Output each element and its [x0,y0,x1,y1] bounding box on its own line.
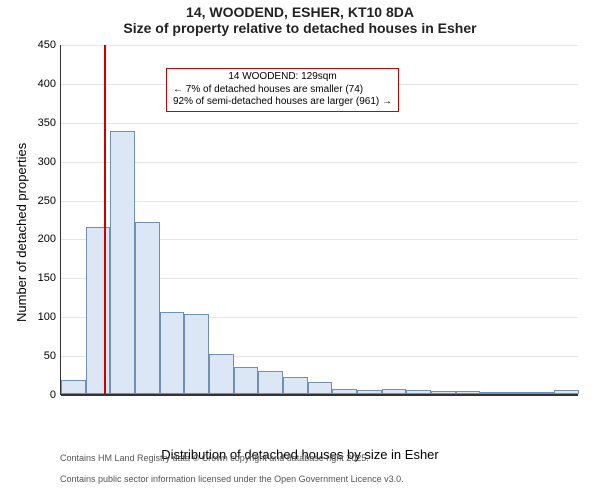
y-tick-label: 150 [38,272,61,284]
histogram-bar [258,371,283,394]
y-tick-label: 300 [38,156,61,168]
y-tick-label: 350 [38,117,61,129]
y-tick-label: 0 [50,389,61,401]
histogram-bar [431,391,456,394]
y-tick-label: 450 [38,39,61,51]
histogram-bar [480,392,505,394]
chart-root: { "chart": { "type": "histogram", "title… [0,0,600,500]
histogram-bar [61,380,86,394]
histogram-bar [505,392,530,394]
y-axis-label: Number of detached properties [14,143,29,322]
histogram-bar [160,312,185,394]
histogram-bar [110,131,135,394]
chart-title-line1: 14, WOODEND, ESHER, KT10 8DA [0,4,600,20]
y-tick-label: 200 [38,233,61,245]
histogram-bar [184,314,209,394]
histogram-bar [283,377,308,394]
y-tick-label: 50 [44,350,61,362]
histogram-bar [357,390,382,394]
plot-area: 14 WOODEND: 129sqm← 7% of detached house… [60,45,578,395]
y-tick-label: 400 [38,78,61,90]
annotation-line: 14 WOODEND: 129sqm [173,71,392,84]
histogram-bar [209,354,234,394]
histogram-bar [530,392,555,394]
histogram-bar [135,222,160,394]
annotation-line: ← 7% of detached houses are smaller (74) [173,84,392,97]
chart-title-line2: Size of property relative to detached ho… [0,20,600,36]
annotation-line: 92% of semi-detached houses are larger (… [173,96,392,109]
footer-attribution: Contains HM Land Registry data © Crown c… [60,442,404,496]
annotation-box: 14 WOODEND: 129sqm← 7% of detached house… [166,68,399,112]
histogram-bar [456,391,481,394]
gridline [61,395,578,396]
histogram-bar [382,389,407,394]
footer-line1: Contains HM Land Registry data © Crown c… [60,453,404,464]
histogram-bar [86,227,111,394]
histogram-bar [554,390,579,394]
histogram-bar [332,389,357,394]
y-tick-label: 100 [38,311,61,323]
histogram-bar [308,382,333,394]
footer-line2: Contains public sector information licen… [60,474,404,485]
histogram-bar [406,390,431,394]
marker-line [104,45,106,394]
histogram-bar [234,367,259,394]
y-tick-label: 250 [38,195,61,207]
